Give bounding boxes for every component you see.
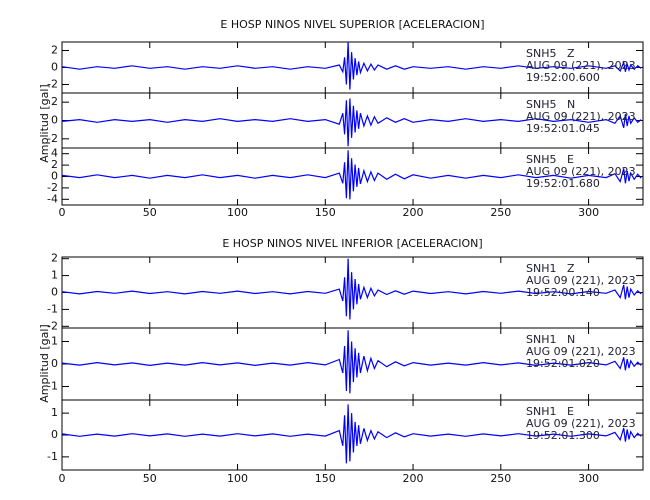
y-tick-label: 4 [51,147,58,160]
x-tick-label: 250 [490,206,511,219]
annotation: 19:52:01.045 [526,122,600,135]
y-tick-label: 1 [51,335,58,348]
y-tick-label: -2 [47,181,58,194]
y-tick-label: 0 [51,170,58,183]
trace [61,330,642,394]
y-tick-label: 1 [51,406,58,419]
annotation: SNH1 Z [526,262,575,275]
x-tick-label: 200 [403,472,424,485]
trace [61,150,642,200]
trace [61,258,642,320]
y-tick-label: 2 [51,95,58,108]
annotation: SNH1 E [526,405,574,418]
x-tick-label: 200 [403,206,424,219]
annotation: AUG 09 (221), 2023 [526,110,636,123]
annotation: AUG 09 (221), 2023 [526,345,636,358]
chart-title: E HOSP NINOS NIVEL INFERIOR [ACELERACION… [222,237,482,250]
annotation: SNH5 N [526,98,575,111]
y-tick-label: 0 [51,286,58,299]
x-tick-label: 0 [59,206,66,219]
annotation: SNH5 E [526,153,574,166]
annotation: 19:52:01.020 [526,357,600,370]
y-axis-label: Amplitud [gal] [38,84,51,162]
x-tick-label: 300 [578,206,599,219]
y-tick-label: 0 [51,428,58,441]
x-tick-label: 300 [578,472,599,485]
trace [61,404,642,464]
y-tick-label: 2 [51,44,58,57]
annotation: 19:52:01.680 [526,177,600,190]
y-tick-label: -1 [47,450,58,463]
x-tick-label: 150 [315,472,336,485]
y-tick-label: 0 [51,114,58,127]
y-tick-label: 0 [51,357,58,370]
y-tick-label: 0 [51,61,58,74]
annotation: AUG 09 (221), 2023 [526,165,636,178]
x-tick-label: 100 [227,472,248,485]
chart-title: E HOSP NINOS NIVEL SUPERIOR [ACELERACION… [220,18,484,31]
y-tick-label: -2 [47,78,58,91]
x-tick-label: 100 [227,206,248,219]
y-tick-label: -2 [47,319,58,332]
annotation: AUG 09 (221), 2023 [526,59,636,72]
y-tick-label: -1 [47,380,58,393]
trace [61,98,642,147]
annotation: 19:52:00.140 [526,286,600,299]
annotation: 19:52:01.300 [526,429,600,442]
trace [61,41,642,90]
y-tick-label: 1 [51,269,58,282]
y-tick-label: -4 [47,192,58,205]
annotation: SNH5 Z [526,47,575,60]
x-tick-label: 50 [143,206,157,219]
y-tick-label: -2 [47,132,58,145]
annotation: SNH1 N [526,333,575,346]
x-tick-label: 250 [490,472,511,485]
annotation: AUG 09 (221), 2023 [526,274,636,287]
x-tick-label: 50 [143,472,157,485]
annotation: 19:52:00.600 [526,71,600,84]
y-tick-label: 2 [51,158,58,171]
annotation: AUG 09 (221), 2023 [526,417,636,430]
y-tick-label: -1 [47,302,58,315]
y-tick-label: 2 [51,252,58,265]
y-axis-label: Amplitud [gal] [38,324,51,402]
x-tick-label: 150 [315,206,336,219]
x-tick-label: 0 [59,472,66,485]
